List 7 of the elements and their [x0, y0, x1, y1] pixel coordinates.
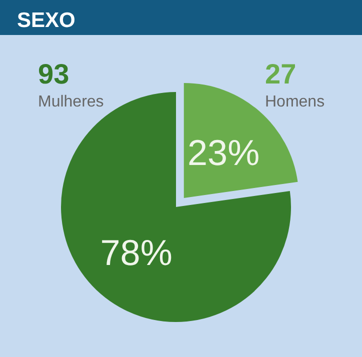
data-label: 78% [100, 232, 172, 274]
slice-label: Mulheres [38, 94, 104, 110]
chart-title: SEXO [17, 9, 76, 32]
slice-label: Homens [265, 94, 325, 110]
text: 27 [265, 58, 296, 90]
text: 93 [38, 58, 70, 90]
data-label: 23% [188, 132, 260, 173]
